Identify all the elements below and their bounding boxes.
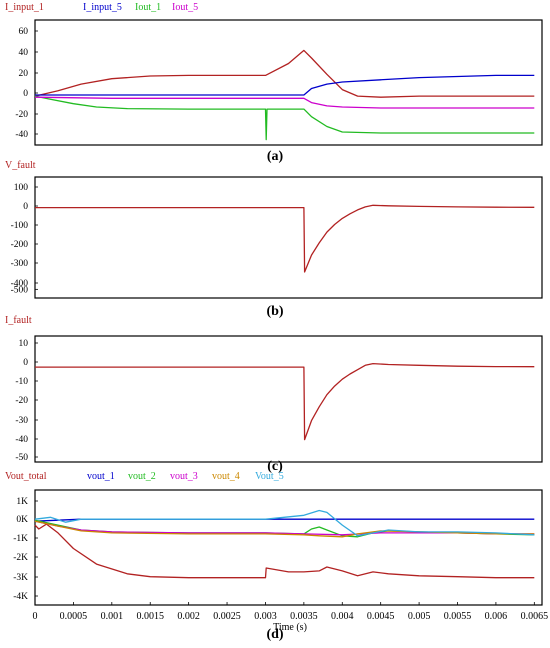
y-tick-label: 100: [14, 183, 29, 193]
y-tick-label: -400: [11, 279, 29, 289]
y-tick-label: 0: [23, 358, 28, 368]
series-line-I_input_1: [34, 49, 535, 98]
legend-label-vout_1: vout_1: [87, 471, 115, 482]
y-tick-label: -40: [15, 130, 28, 140]
y-tick-label: -3K: [13, 573, 28, 583]
y-tick-label: 0: [23, 202, 28, 212]
y-tick-label: -500: [11, 285, 29, 295]
chart-panel-1: 100 0 -100 -200 -300 -400-500 V_fault (b): [5, 160, 543, 319]
plot-frame: [34, 335, 543, 463]
legend-label-Vout_5: Vout_5: [255, 471, 284, 482]
plot-frame: [34, 176, 543, 299]
y-tick-label: -100: [11, 221, 29, 231]
y-tick-label: -20: [15, 110, 28, 120]
chart-panel-0: 60 40 20 0 -20 -40 I_input_1 I_input_5 Iout_1 Iou…: [5, 2, 543, 164]
legend-label-Iout_5: Iout_5: [172, 2, 198, 13]
y-tick-label: -300: [11, 259, 29, 269]
y-tick-label: 1K: [16, 497, 28, 507]
x-axis-label: Time (s): [273, 622, 307, 633]
y-tick-label: -2K: [13, 553, 28, 563]
y-tick-label: 0K: [16, 515, 28, 525]
x-tick-label: 0.0025: [213, 611, 241, 622]
legend-label-I_input_5: I_input_5: [83, 2, 122, 13]
series-line-I_input_5: [35, 74, 535, 96]
y-tick-label: -40: [15, 435, 28, 445]
legend-label-vout_2: vout_2: [128, 471, 156, 482]
y-tick-label: -10: [15, 377, 28, 387]
legend-label-vout_3: vout_3: [170, 471, 198, 482]
y-tick-label: 0: [23, 89, 28, 99]
x-tick-label: 0.006: [485, 611, 508, 622]
plot-frame: [34, 489, 543, 606]
x-tick-label: 0.005: [408, 611, 431, 622]
y-tick-label: 60: [19, 27, 29, 37]
legend-label-Iout_1: Iout_1: [135, 2, 161, 13]
y-tick-label: -1K: [13, 534, 28, 544]
y-tick-label: 20: [19, 69, 29, 79]
y-tick-label: -30: [15, 416, 28, 426]
panel-caption: (d): [266, 627, 283, 642]
chart-panel-3: 1K 0K -1K -2K -3K -4K Vout_total vout_1 vout_2 vo…: [5, 471, 548, 642]
panel-caption: (a): [267, 149, 284, 164]
legend-label-vout_4: vout_4: [212, 471, 240, 482]
legend-label-Vout_total: Vout_total: [5, 471, 47, 482]
series-line-Vout_total: [34, 523, 535, 579]
chart-panel-2: 10 0 -10 -20 -30 -40 -50 I_fault (c): [5, 315, 543, 474]
x-tick-label: 0.0055: [444, 611, 472, 622]
panel-caption: (b): [266, 304, 283, 319]
x-tick-label: 0.004: [331, 611, 354, 622]
x-tick-label: 0.0035: [290, 611, 318, 622]
series-line-Vout_5: [34, 509, 535, 537]
panel-caption: (c): [267, 459, 283, 474]
series-line-vout_4: [34, 520, 535, 538]
x-tick-label: 0.001: [101, 611, 124, 622]
x-tick-label: 0.003: [254, 611, 277, 622]
x-tick-label: 0.0005: [60, 611, 88, 622]
x-tick-label: 0.0045: [367, 611, 395, 622]
x-tick-label: 0.0065: [521, 611, 549, 622]
legend-label-I_fault: I_fault: [5, 315, 32, 326]
x-tick-label: 0: [33, 611, 38, 622]
series-line-I_fault: [35, 362, 535, 441]
plot-frame: [34, 19, 543, 146]
x-tick-label: 0.0015: [136, 611, 164, 622]
series-line-V_fault: [35, 204, 535, 273]
y-tick-label: -4K: [13, 592, 28, 602]
legend-label-I_input_1: I_input_1: [5, 2, 44, 13]
series-line-Iout_1: [34, 95, 535, 141]
y-tick-label: 40: [19, 48, 29, 58]
y-tick-label: 10: [19, 339, 29, 349]
y-tick-label: -20: [15, 396, 28, 406]
y-tick-label: -200: [11, 240, 29, 250]
legend-label-V_fault: V_fault: [5, 160, 36, 171]
y-tick-label: -50: [15, 453, 28, 463]
series-line-Iout_5: [34, 96, 535, 109]
x-tick-label: 0.002: [177, 611, 200, 622]
